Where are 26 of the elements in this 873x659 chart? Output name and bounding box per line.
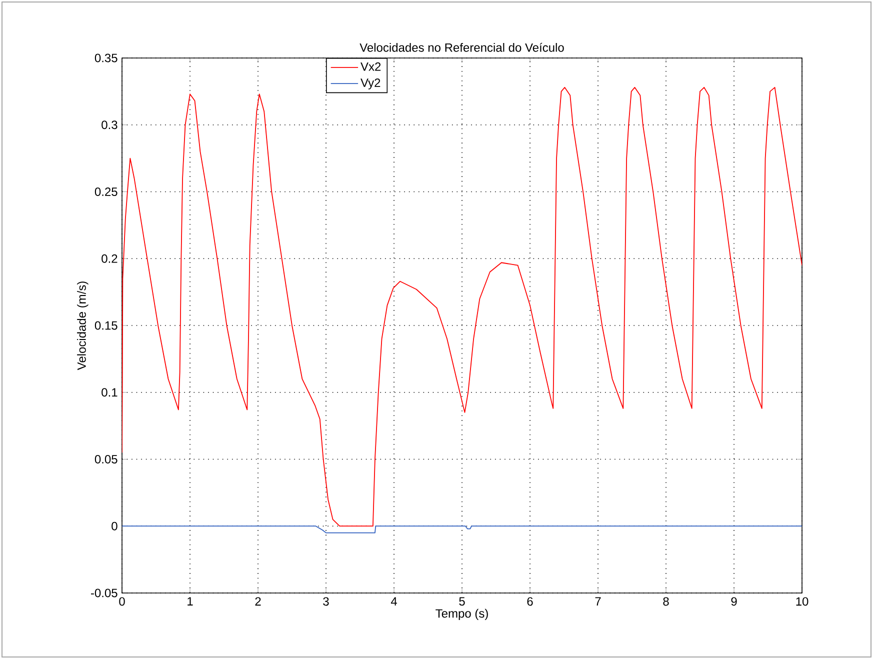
x-tick-label: 6 — [527, 597, 533, 606]
y-axis-title: Velocidade (m/s) — [77, 282, 88, 370]
y-tick-label: 0.3 — [102, 120, 118, 130]
y-tick-label: 0.15 — [94, 321, 118, 330]
x-tick-label: 5 — [459, 597, 465, 606]
x-tick-label: 9 — [731, 597, 737, 606]
y-tick-label: 0.35 — [94, 54, 118, 62]
y-tick-label: -0.05 — [90, 588, 118, 598]
x-tick-label: 1 — [188, 597, 193, 606]
legend-label: Vx2 — [360, 62, 381, 71]
y-tick-label: 0.2 — [102, 254, 118, 263]
chart-title: Velocidades no Referencial do Veículo — [360, 42, 564, 52]
x-tick-label: 10 — [796, 597, 808, 606]
legend-label: Vy2 — [360, 78, 380, 90]
y-tick-label: 0 — [112, 522, 118, 530]
y-tick-label: 0.05 — [94, 454, 118, 464]
x-tick-label: 3 — [323, 597, 329, 606]
x-tick-label: 0 — [119, 597, 125, 606]
x-tick-label: 2 — [255, 597, 261, 606]
line-series — [122, 526, 802, 534]
y-tick-label: 0.25 — [94, 187, 118, 196]
x-tick-label: 8 — [663, 597, 669, 606]
x-tick-label: 4 — [390, 597, 397, 606]
x-axis-title: Tempo (s) — [436, 608, 488, 620]
y-tick-label: 0.1 — [102, 388, 118, 397]
x-tick-label: 7 — [595, 597, 601, 606]
